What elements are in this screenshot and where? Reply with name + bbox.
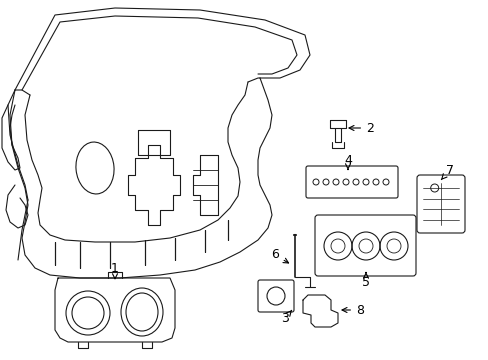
- Text: 4: 4: [344, 153, 351, 170]
- Text: 7: 7: [441, 163, 453, 180]
- Text: 5: 5: [361, 273, 369, 288]
- Text: 1: 1: [111, 261, 119, 279]
- Text: 8: 8: [341, 303, 363, 316]
- Text: 3: 3: [281, 310, 291, 324]
- Text: 2: 2: [348, 122, 373, 135]
- Text: 6: 6: [270, 248, 288, 263]
